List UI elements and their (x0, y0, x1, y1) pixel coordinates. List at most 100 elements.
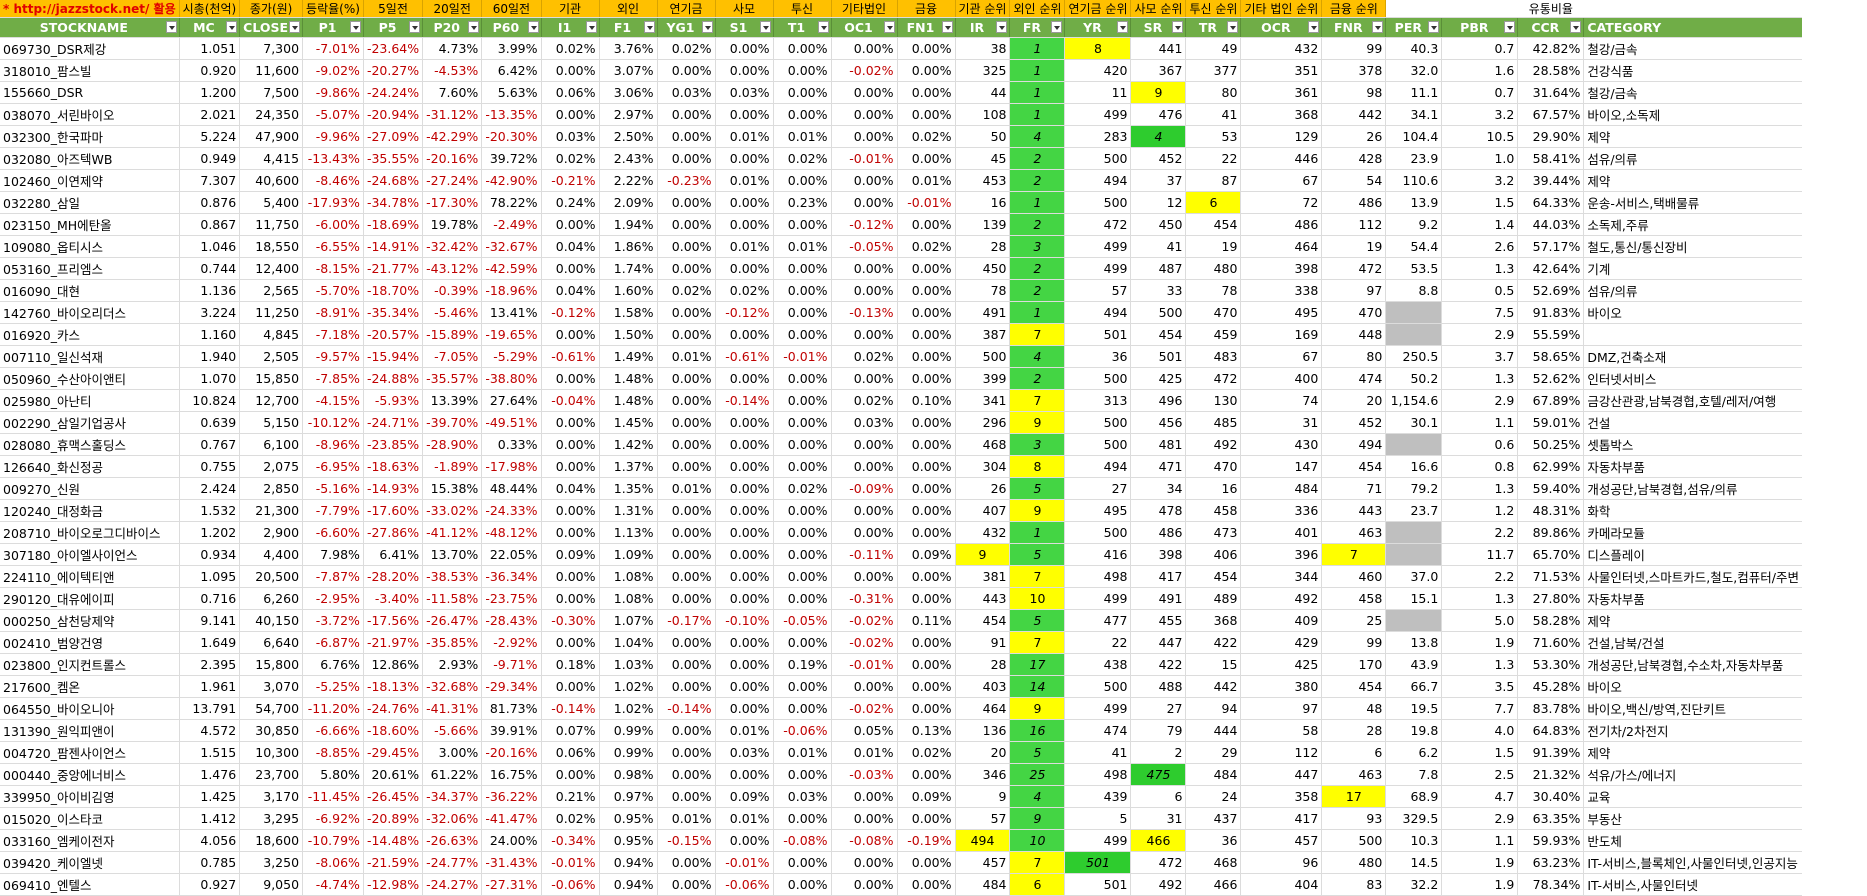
cell-fnr[interactable]: 428 (1321, 147, 1387, 170)
cell-p1[interactable]: -7.18% (302, 323, 364, 346)
cell-ccr[interactable]: 48.31% (1517, 499, 1585, 522)
cell-p1[interactable]: -9.96% (302, 125, 364, 148)
cell-i1[interactable]: -0.61% (541, 345, 600, 368)
cell-fn1[interactable]: 0.00% (897, 279, 956, 302)
table-row[interactable]: 064550_바이오니아 13.791 54,700 -11.20% -24.76% -4… (0, 697, 1802, 720)
cell-tr[interactable]: 483 (1185, 345, 1242, 368)
cell-sr[interactable]: 41 (1130, 235, 1187, 258)
cell-pbr[interactable]: 5.0 (1441, 609, 1519, 632)
cell-p5[interactable]: -18.13% (363, 675, 424, 698)
cell-yg1[interactable]: 0.00% (657, 213, 716, 236)
filter-dropdown-icon[interactable] (1172, 21, 1184, 33)
cell-t1[interactable]: 0.19% (773, 653, 832, 676)
cell-stockname[interactable]: 002410_범양건영 (0, 631, 180, 654)
cell-p5[interactable]: -17.56% (363, 609, 424, 632)
cell-p20[interactable]: -26.47% (422, 609, 483, 632)
cell-fn1[interactable]: 0.00% (897, 697, 956, 720)
cell-p60[interactable]: -36.34% (481, 565, 542, 588)
cell-t1[interactable]: 0.00% (773, 103, 832, 126)
cell-p1[interactable]: -9.02% (302, 59, 364, 82)
cell-p5[interactable]: -20.27% (363, 59, 424, 82)
cell-ccr[interactable]: 58.28% (1517, 609, 1585, 632)
cell-p1[interactable]: -17.93% (302, 191, 364, 214)
cell-fnr[interactable]: 7 (1321, 543, 1387, 566)
cell-stockname[interactable]: 032300_한국파마 (0, 125, 180, 148)
cell-p60[interactable]: -36.22% (481, 785, 542, 808)
cell-category[interactable]: 운송-서비스,택배물류 (1583, 191, 1802, 214)
cell-p1[interactable]: -9.57% (302, 345, 364, 368)
cell-category[interactable]: 소독제,주류 (1583, 213, 1802, 236)
cell-ocr[interactable]: 358 (1240, 785, 1323, 808)
cell-oc1[interactable]: 0.05% (831, 719, 898, 742)
cell-f1[interactable]: 1.09% (599, 543, 658, 566)
cell-close[interactable]: 54,700 (239, 697, 304, 720)
cell-sr[interactable]: 454 (1130, 323, 1187, 346)
cell-ccr[interactable]: 21.32% (1517, 763, 1585, 786)
cell-category[interactable]: 철강/금속 (1583, 37, 1802, 60)
cell-per[interactable] (1385, 323, 1443, 346)
cell-mc[interactable]: 2.021 (179, 103, 241, 126)
cell-fn1[interactable]: 0.00% (897, 81, 956, 104)
cell-s1[interactable]: 0.00% (715, 499, 774, 522)
cell-p60[interactable]: 3.99% (481, 37, 542, 60)
cell-per[interactable]: 11.1 (1385, 81, 1443, 104)
cell-p1[interactable]: -11.20% (302, 697, 364, 720)
cell-fn1[interactable]: 0.09% (897, 543, 956, 566)
cell-tr[interactable]: 53 (1185, 125, 1242, 148)
table-row[interactable]: 224110_에이텍티앤 1.095 20,500 -7.87% -28.20% -38.… (0, 565, 1802, 588)
cell-t1[interactable]: 0.00% (773, 763, 832, 786)
cell-tr[interactable]: 377 (1185, 59, 1242, 82)
cell-stockname[interactable]: 032080_아즈텍WB (0, 147, 180, 170)
cell-t1[interactable]: 0.00% (773, 631, 832, 654)
cell-yr[interactable]: 500 (1064, 521, 1132, 544)
cell-p20[interactable]: -38.53% (422, 565, 483, 588)
cell-ir[interactable]: 44 (955, 81, 1011, 104)
cell-s1[interactable]: 0.00% (715, 433, 774, 456)
cell-p60[interactable]: -20.30% (481, 125, 542, 148)
cell-fnr[interactable]: 452 (1321, 411, 1387, 434)
cell-stockname[interactable]: 033160_엠케이전자 (0, 829, 180, 852)
cell-mc[interactable]: 1.136 (179, 279, 241, 302)
cell-s1[interactable]: 0.00% (715, 103, 774, 126)
cell-ocr[interactable]: 464 (1240, 235, 1323, 258)
cell-tr[interactable]: 489 (1185, 587, 1242, 610)
cell-ir[interactable]: 403 (955, 675, 1011, 698)
table-row[interactable]: 000440_중앙에너비스 1.476 23,700 5.80% 20.61% 61.22… (0, 763, 1802, 786)
cell-pbr[interactable]: 1.1 (1441, 411, 1519, 434)
cell-f1[interactable]: 1.37% (599, 455, 658, 478)
cell-i1[interactable]: 0.06% (541, 81, 600, 104)
cell-ocr[interactable]: 492 (1240, 587, 1323, 610)
cell-f1[interactable]: 1.74% (599, 257, 658, 280)
cell-yg1[interactable]: 0.00% (657, 763, 716, 786)
cell-category[interactable]: 화학 (1583, 499, 1802, 522)
cell-tr[interactable]: 492 (1185, 433, 1242, 456)
cell-p5[interactable]: -5.93% (363, 389, 424, 412)
cell-fr[interactable]: 7 (1009, 389, 1066, 412)
cell-tr[interactable]: 15 (1185, 653, 1242, 676)
cell-p5[interactable]: -24.88% (363, 367, 424, 390)
cell-fnr[interactable]: 486 (1321, 191, 1387, 214)
cell-p20[interactable]: -27.24% (422, 169, 483, 192)
cell-p60[interactable]: 24.00% (481, 829, 542, 852)
cell-per[interactable]: 30.1 (1385, 411, 1443, 434)
cell-per[interactable]: 250.5 (1385, 345, 1443, 368)
cell-sr[interactable]: 422 (1130, 653, 1187, 676)
cell-ccr[interactable]: 71.53% (1517, 565, 1585, 588)
cell-pbr[interactable]: 3.7 (1441, 345, 1519, 368)
cell-yr[interactable]: 499 (1064, 587, 1132, 610)
cell-p20[interactable]: 2.93% (422, 653, 483, 676)
cell-p5[interactable]: -34.78% (363, 191, 424, 214)
cell-p5[interactable]: -20.89% (363, 807, 424, 830)
cell-p5[interactable]: -12.98% (363, 873, 424, 896)
cell-ccr[interactable]: 39.44% (1517, 169, 1585, 192)
table-row[interactable]: 109080_옵티시스 1.046 18,550 -6.55% -14.91% -32.4… (0, 235, 1802, 258)
cell-oc1[interactable]: -0.03% (831, 763, 898, 786)
cell-p5[interactable]: -20.57% (363, 323, 424, 346)
cell-p20[interactable]: 15.38% (422, 477, 483, 500)
cell-i1[interactable]: -0.01% (541, 851, 600, 874)
cell-p60[interactable]: 81.73% (481, 697, 542, 720)
cell-mc[interactable]: 0.716 (179, 587, 241, 610)
cell-tr[interactable]: 130 (1185, 389, 1242, 412)
cell-fn1[interactable]: 0.00% (897, 565, 956, 588)
cell-pbr[interactable]: 3.5 (1441, 675, 1519, 698)
